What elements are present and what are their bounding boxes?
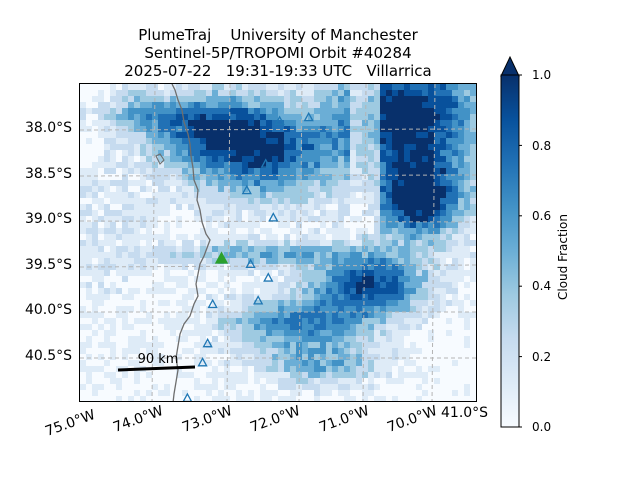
map-svg: 90 km	[80, 84, 476, 401]
volcano-triangle-icon	[253, 295, 264, 305]
colorbar-tick-0-0: 0.0	[532, 420, 552, 434]
volcano-triangle-icon	[303, 111, 314, 122]
coastline-lake	[155, 153, 165, 165]
volcano-triangle-icon	[207, 298, 218, 309]
gridline-lat	[80, 128, 476, 131]
map-panel: 90 km	[79, 83, 477, 402]
lon-label-71w: 71.0°W	[317, 403, 372, 436]
scale-bar-label: 90 km	[138, 352, 179, 367]
volcano-triangle-icon	[260, 158, 271, 168]
title-line-1: PlumeTraj University of Manchester	[138, 26, 418, 44]
lon-label-73w: 73.0°W	[180, 403, 235, 436]
colorbar-tick-0-4: 0.4	[532, 279, 552, 293]
volcano-triangle-icon	[263, 272, 274, 282]
title-line-3: 2025-07-22 19:31-19:33 UTC Villarrica	[124, 62, 432, 80]
scale-bar	[117, 365, 196, 372]
colorbar-tick-0-8: 0.8	[532, 139, 552, 153]
lon-label-75w: 75.0°W	[43, 407, 98, 440]
colorbar-extend-max	[500, 56, 520, 77]
gridlines	[80, 84, 476, 401]
volcano-triangle-icon	[241, 184, 252, 195]
lon-label-70w: 70.0°W	[385, 403, 440, 436]
volcano-triangle-icon	[268, 212, 279, 222]
colorbar-tick-0-2: 0.2	[532, 350, 552, 364]
colorbar-tick-0-6: 0.6	[532, 209, 552, 223]
lat-label-40-0: 40.0°S	[24, 302, 72, 318]
cloud-fraction-field	[80, 84, 476, 401]
title-line-2: Sentinel-5P/TROPOMI Orbit #40284	[144, 44, 412, 62]
colorbar-title: Cloud Fraction	[556, 214, 570, 300]
volcano-markers	[182, 111, 314, 401]
lat-label-38-0: 38.0°S	[24, 120, 72, 136]
volcano-triangle-icon	[202, 337, 213, 348]
lat-label-40-5: 40.5°S	[24, 348, 72, 364]
gridline-lat	[80, 264, 476, 268]
gridline-lat	[80, 174, 476, 177]
volcano-triangle-icon	[274, 115, 285, 125]
colorbar-gradient	[500, 74, 520, 428]
lon-label-74w: 74.0°W	[111, 403, 166, 436]
lat-label-39-0: 39.0°S	[24, 211, 72, 227]
lat-label-38-5: 38.5°S	[24, 166, 72, 182]
coastline	[171, 84, 211, 401]
volcano-triangle-icon	[182, 392, 192, 401]
lat-label-39-5: 39.5°S	[24, 257, 72, 273]
lat-label-41-0: 41.0°S	[441, 405, 489, 421]
volcano-triangle-icon	[197, 357, 208, 367]
lon-label-72w: 72.0°W	[248, 403, 303, 436]
target-volcano-triangle-icon	[214, 251, 229, 264]
colorbar-ticks	[519, 74, 522, 428]
gridline-lat	[80, 220, 476, 223]
volcano-triangle-icon	[245, 258, 256, 269]
colorbar-tick-1-0: 1.0	[532, 68, 552, 82]
colorbar	[500, 56, 522, 428]
